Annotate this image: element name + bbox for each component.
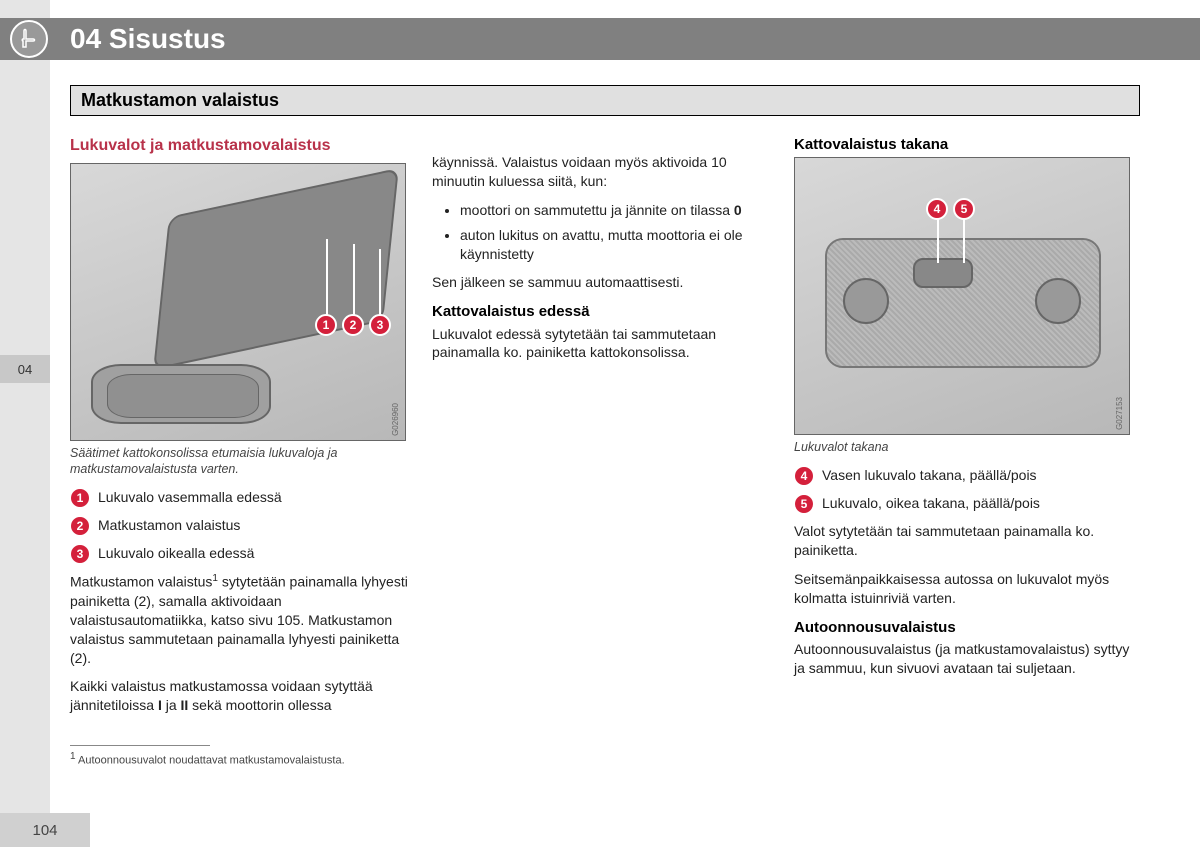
callout-2: 2 Matkustamon valaistus xyxy=(70,516,410,536)
col2-bullets: moottori on sammutettu ja jännite on til… xyxy=(460,201,772,264)
callout-2-text: Matkustamon valaistus xyxy=(98,516,240,535)
fig2-code: G027153 xyxy=(1115,397,1126,430)
left-margin-bg xyxy=(0,0,50,847)
fig1-code: G026960 xyxy=(391,403,402,436)
col2-cont: käynnissä. Valaistus voidaan myös aktivo… xyxy=(432,153,772,191)
callout-1-text: Lukuvalo vasemmalla edessä xyxy=(98,488,282,507)
side-chapter-tab: 04 xyxy=(0,355,50,383)
col2-after: Sen jälkeen se sammuu automaattisesti. xyxy=(432,273,772,292)
fig1-caption: Säätimet kattokonsolissa etumaisia lukuv… xyxy=(70,445,410,479)
content-area: Lukuvalot ja matkustamovalaistus 1 2 3 G… xyxy=(70,135,1150,769)
bullet-2: auton lukitus on avattu, mutta moottoria… xyxy=(460,226,772,264)
col3-para1: Valot sytytetään tai sammutetaan painama… xyxy=(794,522,1134,560)
col2-h2: Kattovalaistus edessä xyxy=(432,302,772,322)
fig1-badge-1: 1 xyxy=(315,314,337,336)
chapter-title: 04 Sisustus xyxy=(70,23,226,55)
badge-1: 1 xyxy=(70,488,90,508)
column-3: Kattovalaistus takana 4 5 G027153 Lukuva… xyxy=(794,135,1134,769)
bullet-1: moottori on sammutettu ja jännite on til… xyxy=(460,201,772,220)
fig2-caption: Lukuvalot takana xyxy=(794,439,1134,456)
badge-2: 2 xyxy=(70,516,90,536)
col1-para2: Kaikki valaistus matkustamossa voidaan s… xyxy=(70,677,410,715)
fig1-badge-3: 3 xyxy=(369,314,391,336)
col1-para1: Matkustamon valaistus1 sytytetään painam… xyxy=(70,572,410,667)
callout-5: 5 Lukuvalo, oikea takana, päällä/pois xyxy=(794,494,1134,514)
section-title: Matkustamon valaistus xyxy=(81,90,1129,111)
callout-5-text: Lukuvalo, oikea takana, päällä/pois xyxy=(822,494,1040,513)
column-1: Lukuvalot ja matkustamovalaistus 1 2 3 G… xyxy=(70,135,410,769)
callout-1: 1 Lukuvalo vasemmalla edessä xyxy=(70,488,410,508)
col3-heading: Kattovalaistus takana xyxy=(794,135,1134,155)
seat-icon xyxy=(10,20,48,58)
badge-4: 4 xyxy=(794,466,814,486)
callout-3-text: Lukuvalo oikealla edessä xyxy=(98,544,254,563)
col3-para2: Seitsemänpaikkaisessa autossa on lukuval… xyxy=(794,570,1134,608)
callout-4: 4 Vasen lukuvalo takana, päällä/pois xyxy=(794,466,1134,486)
figure-rear-lights: 4 5 G027153 xyxy=(794,157,1130,435)
fig1-badge-2: 2 xyxy=(342,314,364,336)
page-number: 104 xyxy=(0,813,90,847)
col3-h2-para: Autoonnousuvalaistus (ja matkustamovalai… xyxy=(794,640,1134,678)
badge-5: 5 xyxy=(794,494,814,514)
callout-3: 3 Lukuvalo oikealla edessä xyxy=(70,544,410,564)
figure-front-console: 1 2 3 G026960 xyxy=(70,163,406,441)
callout-4-text: Vasen lukuvalo takana, päällä/pois xyxy=(822,466,1037,485)
fig2-badge-5: 5 xyxy=(953,198,975,220)
section-title-bar: Matkustamon valaistus xyxy=(70,85,1140,116)
badge-3: 3 xyxy=(70,544,90,564)
footnote: 1 Autoonnousuvalot noudattavat matkustam… xyxy=(70,750,410,769)
footnote-rule xyxy=(70,745,210,746)
chapter-header: 04 Sisustus xyxy=(0,18,1200,60)
fig2-badge-4: 4 xyxy=(926,198,948,220)
col2-h2-para: Lukuvalot edessä sytytetään tai sammutet… xyxy=(432,325,772,363)
col3-h2: Autoonnousuvalaistus xyxy=(794,618,1134,638)
column-2: käynnissä. Valaistus voidaan myös aktivo… xyxy=(432,135,772,769)
col1-heading: Lukuvalot ja matkustamovalaistus xyxy=(70,135,410,157)
